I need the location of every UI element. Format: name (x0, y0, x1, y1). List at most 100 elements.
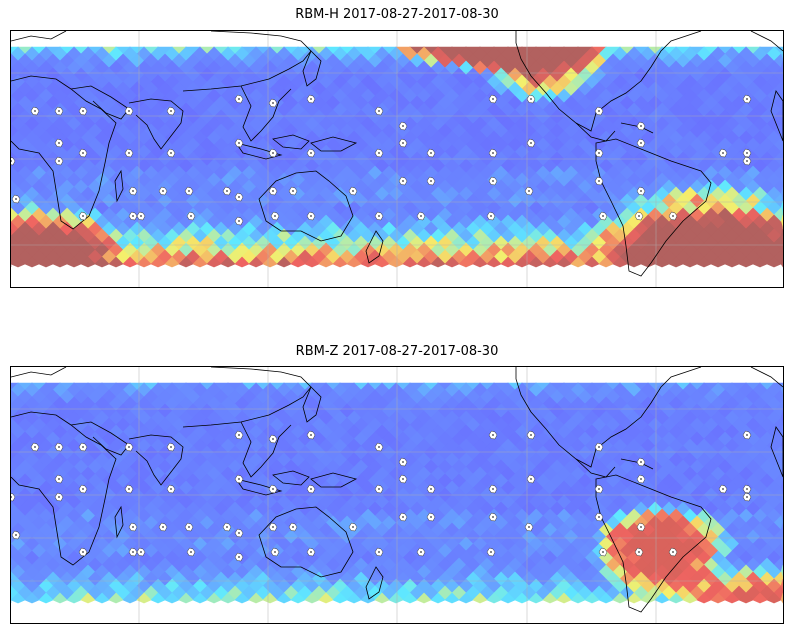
station-marker (416, 547, 426, 557)
station-markers (11, 94, 752, 226)
station-marker (634, 211, 644, 221)
station-marker (234, 94, 244, 104)
station-marker (594, 148, 604, 158)
station-marker (634, 547, 644, 557)
map-title-bottom: RBM-Z 2017-08-27-2017-08-30 (295, 344, 499, 359)
station-marker (636, 474, 646, 484)
station-marker (30, 106, 40, 116)
station-marker (268, 148, 278, 158)
station-marker (11, 194, 21, 204)
station-marker (374, 442, 384, 452)
station-marker (54, 492, 64, 502)
station-marker (288, 186, 298, 196)
gridlines (11, 31, 783, 287)
station-marker (374, 148, 384, 158)
station-marker (594, 442, 604, 452)
station-marker (11, 530, 21, 540)
station-marker (78, 106, 88, 116)
station-marker (54, 156, 64, 166)
station-marker (718, 484, 728, 494)
station-marker (78, 484, 88, 494)
station-marker (78, 211, 88, 221)
station-marker (416, 211, 426, 221)
station-marker (524, 522, 534, 532)
gridlines (11, 367, 783, 623)
station-marker (524, 186, 534, 196)
station-marker (158, 522, 168, 532)
station-marker (594, 484, 604, 494)
station-marker (398, 138, 408, 148)
station-marker (124, 442, 134, 452)
station-marker (742, 430, 752, 440)
station-marker (11, 493, 16, 502)
station-marker (398, 474, 408, 484)
station-marker (234, 528, 244, 538)
station-marker (526, 138, 536, 148)
station-marker (184, 522, 194, 532)
station-marker (268, 186, 278, 196)
station-marker (374, 484, 384, 494)
station-marker (742, 484, 752, 494)
station-marker (234, 430, 244, 440)
station-marker (488, 512, 498, 522)
station-marker (78, 148, 88, 158)
station-marker (124, 148, 134, 158)
station-marker (742, 492, 752, 502)
station-marker (486, 211, 496, 221)
station-marker (128, 186, 138, 196)
coastlines (11, 367, 783, 613)
station-marker (668, 211, 678, 221)
station-marker (488, 430, 498, 440)
station-marker (11, 157, 16, 166)
station-marker (268, 434, 278, 444)
station-marker (186, 211, 196, 221)
station-marker (488, 484, 498, 494)
data-field (11, 46, 783, 268)
station-marker (426, 148, 436, 158)
station-marker (222, 522, 232, 532)
map-canvas-bottom (11, 367, 783, 623)
station-marker (268, 98, 278, 108)
station-marker (54, 442, 64, 452)
station-marker (348, 186, 358, 196)
station-marker (636, 121, 646, 131)
map-title-top: RBM-H 2017-08-27-2017-08-30 (295, 7, 499, 22)
station-marker (742, 148, 752, 158)
station-marker (398, 121, 408, 131)
data-field (11, 382, 783, 604)
station-marker (636, 522, 646, 532)
station-marker (158, 186, 168, 196)
coastlines (11, 31, 783, 277)
station-marker (636, 138, 646, 148)
station-marker (594, 512, 604, 522)
station-marker (598, 211, 608, 221)
station-marker (270, 547, 280, 557)
station-marker (348, 522, 358, 532)
station-marker (186, 547, 196, 557)
station-marker (594, 106, 604, 116)
station-marker (488, 176, 498, 186)
station-marker (222, 186, 232, 196)
station-marker (124, 484, 134, 494)
map-panel-bottom (10, 366, 784, 624)
station-marker (234, 192, 244, 202)
station-marker (166, 442, 176, 452)
station-marker (136, 547, 146, 557)
station-marker (374, 211, 384, 221)
station-marker (374, 547, 384, 557)
station-marker (54, 138, 64, 148)
station-marker (598, 547, 608, 557)
station-marker (398, 457, 408, 467)
station-markers (11, 430, 752, 562)
station-marker (166, 148, 176, 158)
station-marker (526, 94, 536, 104)
station-marker (374, 106, 384, 116)
station-marker (426, 176, 436, 186)
station-marker (124, 106, 134, 116)
station-marker (234, 474, 244, 484)
station-marker (306, 484, 316, 494)
station-marker (398, 176, 408, 186)
station-marker (742, 156, 752, 166)
station-marker (526, 430, 536, 440)
station-marker (306, 430, 316, 440)
